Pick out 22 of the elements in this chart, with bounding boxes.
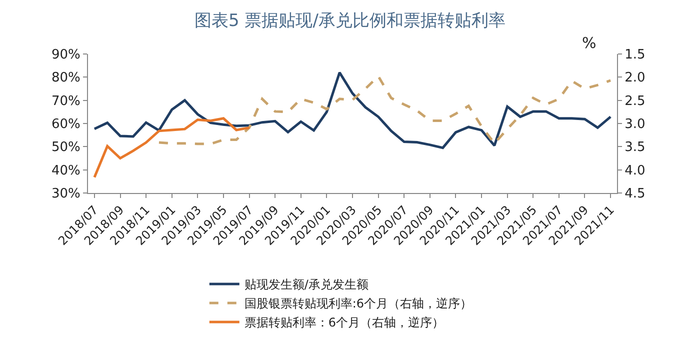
y-tick-label: 50% bbox=[51, 140, 80, 156]
y-tick-label: 40% bbox=[51, 163, 80, 178]
y2-tick-label: 2.0 bbox=[624, 70, 646, 86]
y2-tick-label: 1.5 bbox=[624, 48, 646, 63]
line-series bbox=[93, 117, 251, 178]
y-tick-label: 80% bbox=[51, 70, 80, 86]
y2-tick-label: 3.5 bbox=[624, 140, 646, 156]
chart-title: 图表5 票据贴现/承兑比例和票据转贴利率 bbox=[194, 10, 506, 31]
y2-tick-label: 4.0 bbox=[624, 163, 646, 178]
y-tick-label: 60% bbox=[51, 117, 80, 132]
y2-tick-label: 3.0 bbox=[624, 117, 646, 132]
y2-tick-label: 2.5 bbox=[624, 94, 646, 109]
legend-label: 票据转贴利率：6个月（右轴，逆序） bbox=[244, 316, 444, 330]
y-tick-label: 70% bbox=[51, 94, 80, 109]
y-tick-label: 90% bbox=[51, 48, 80, 63]
y2-tick-label: 4.5 bbox=[624, 186, 646, 202]
legend-label: 国股银票转贴现利率:6个月（右轴，逆序） bbox=[244, 296, 472, 311]
line-series bbox=[158, 74, 612, 146]
legend-label: 贴现发生额/承兑发生额 bbox=[244, 278, 368, 292]
y-tick-label: 30% bbox=[51, 186, 80, 202]
line-series bbox=[93, 71, 612, 150]
text: % bbox=[582, 34, 596, 52]
